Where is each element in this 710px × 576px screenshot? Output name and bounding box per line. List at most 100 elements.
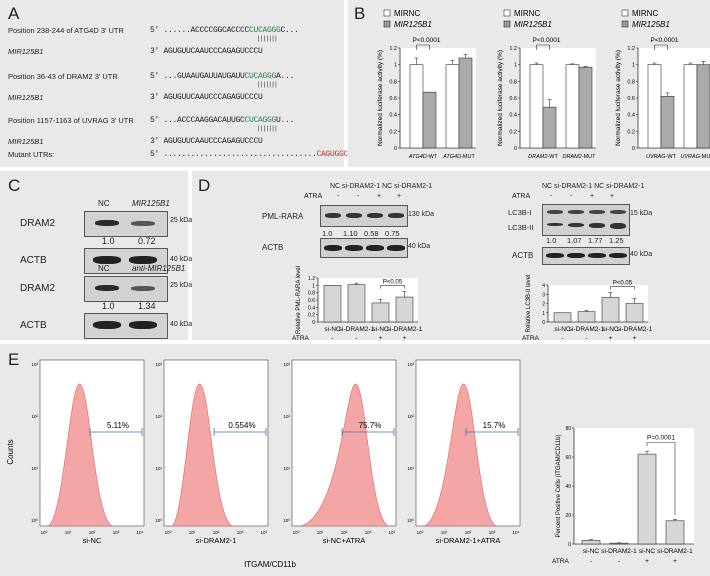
band — [325, 213, 341, 218]
atra-sign: + — [379, 335, 383, 340]
x-tick-label: 10³ — [113, 530, 120, 535]
band — [366, 245, 384, 251]
protein-label: DRAM2 — [20, 283, 56, 294]
ratio-value: 0.72 — [138, 236, 156, 246]
x-tick-label: si-NC — [602, 326, 619, 333]
y-tick-label: 0.8 — [389, 79, 397, 85]
protein-label: LC3B-II — [508, 223, 534, 232]
atra-sign: - — [618, 558, 620, 565]
atra-sign: - — [357, 193, 360, 200]
x-tick-label: si-DRAM2-1 — [601, 548, 637, 555]
atra-sign: + — [673, 558, 677, 565]
band — [547, 210, 563, 214]
ratio-value: 1.77 — [588, 236, 603, 245]
y-tick-label: 0 — [632, 146, 635, 152]
y-tick-label: 10¹ — [155, 466, 162, 471]
ratio-value: 1.0 — [102, 301, 115, 311]
band — [610, 223, 626, 229]
bar — [395, 296, 414, 323]
y-tick-label: 0 — [394, 146, 397, 152]
x-tick-label: 10³ — [489, 530, 496, 535]
x-tick-label: si-DRAM2-1 — [617, 326, 653, 333]
y-tick-label: 10¹ — [283, 466, 290, 471]
seq-suffix: A... — [276, 72, 295, 81]
pairing-lines: ||||||| — [258, 126, 279, 132]
gate-percent: 0.554% — [228, 421, 255, 430]
y-tick-label: 0.2 — [627, 129, 635, 135]
atra-sign: - — [550, 193, 553, 200]
atra-sign: - — [570, 193, 573, 200]
x-tick-label: 10³ — [237, 530, 244, 535]
band — [568, 210, 584, 214]
size-marker: 15 kDa — [630, 210, 653, 217]
y-tick-label: 10² — [407, 414, 414, 419]
bar — [578, 66, 593, 149]
y-axis-label: Counts — [6, 439, 15, 464]
histogram-curve — [171, 383, 234, 527]
bar — [347, 284, 366, 323]
y-tick-label: 0.6 — [389, 96, 397, 102]
y-tick-label: 0.6 — [308, 298, 315, 304]
y-tick-label: 20 — [565, 513, 571, 519]
y-tick-label: 0 — [568, 542, 571, 548]
bar — [581, 540, 601, 545]
ratio-value: 0.75 — [385, 229, 400, 238]
histogram-curve — [423, 383, 498, 527]
panel-d-letter: D — [198, 176, 211, 195]
histogram-label: si-NC — [83, 536, 102, 545]
size-marker: 25 kDa — [170, 217, 193, 224]
legend-swatch-mir125b1 — [503, 20, 511, 28]
x-tick-label: si-NC — [372, 326, 389, 333]
bar — [371, 302, 390, 323]
ratio-value: 0.58 — [364, 229, 379, 238]
legend-swatch-mirnc — [621, 9, 629, 17]
bar — [422, 91, 437, 149]
band — [131, 286, 155, 291]
mirna-label: MIR125B1 — [8, 47, 44, 56]
atra-sign: + — [633, 335, 637, 340]
bar — [665, 520, 685, 545]
y-tick-label: 1.2 — [509, 46, 517, 52]
mirna-sequence: 3' AGUGUUCAAUCCCAGAGUCCCU — [150, 47, 263, 56]
y-tick-label: 1.2 — [308, 276, 315, 282]
p-value-label: P<0.0001 — [533, 37, 561, 44]
loading-label: ACTB — [512, 251, 534, 260]
x-tick-label: 10² — [465, 530, 472, 535]
band — [547, 223, 563, 226]
blot-dram2 — [84, 276, 168, 302]
utr-position-label: Position 1157-1163 of UVRAG 3' UTR — [8, 116, 134, 125]
y-tick-label: 4 — [542, 283, 545, 289]
atra-sign: - — [585, 335, 587, 340]
y-tick-label: 1.2 — [627, 46, 635, 52]
band — [567, 253, 585, 258]
utr-position-label: Position 238-244 of ATG4D 3' UTR — [8, 26, 124, 35]
atra-sign: + — [610, 193, 615, 200]
x-tick-label: 10² — [213, 530, 220, 535]
seq-prefix: 5' ...ACCCAAGGACAUUGC — [150, 116, 245, 125]
x-tick-label: 10⁰ — [41, 530, 48, 535]
atra-sign: - — [355, 335, 357, 340]
mutant-label: Mutant UTRs: — [8, 150, 55, 159]
y-tick-label: 0.8 — [627, 79, 635, 85]
bar — [529, 64, 544, 149]
bar — [542, 106, 557, 149]
bar — [577, 311, 596, 323]
significance-bracket — [610, 286, 635, 290]
y-tick-label: 1.2 — [389, 46, 397, 52]
y-tick-label: 0.8 — [509, 79, 517, 85]
legend-swatch-mirnc — [383, 9, 391, 17]
panel-a-box — [0, 0, 344, 167]
x-tick-label: 10⁰ — [293, 530, 300, 535]
y-axis-label: Relative PML-RARA level — [296, 266, 302, 334]
y-tick-label: 10¹ — [407, 466, 414, 471]
y-tick-label: 0.2 — [308, 313, 315, 319]
x-tick-label: 10¹ — [189, 530, 196, 535]
histogram-label: si-NC+ATRA — [323, 536, 366, 545]
y-tick-label: 10³ — [31, 362, 38, 367]
legend-label: MIRNC — [394, 9, 420, 18]
y-tick-label: 0.2 — [389, 129, 397, 135]
panel-c-letter: C — [8, 176, 21, 195]
bar — [445, 64, 460, 149]
pairing-lines: ||||||| — [258, 36, 279, 42]
band — [95, 220, 119, 226]
